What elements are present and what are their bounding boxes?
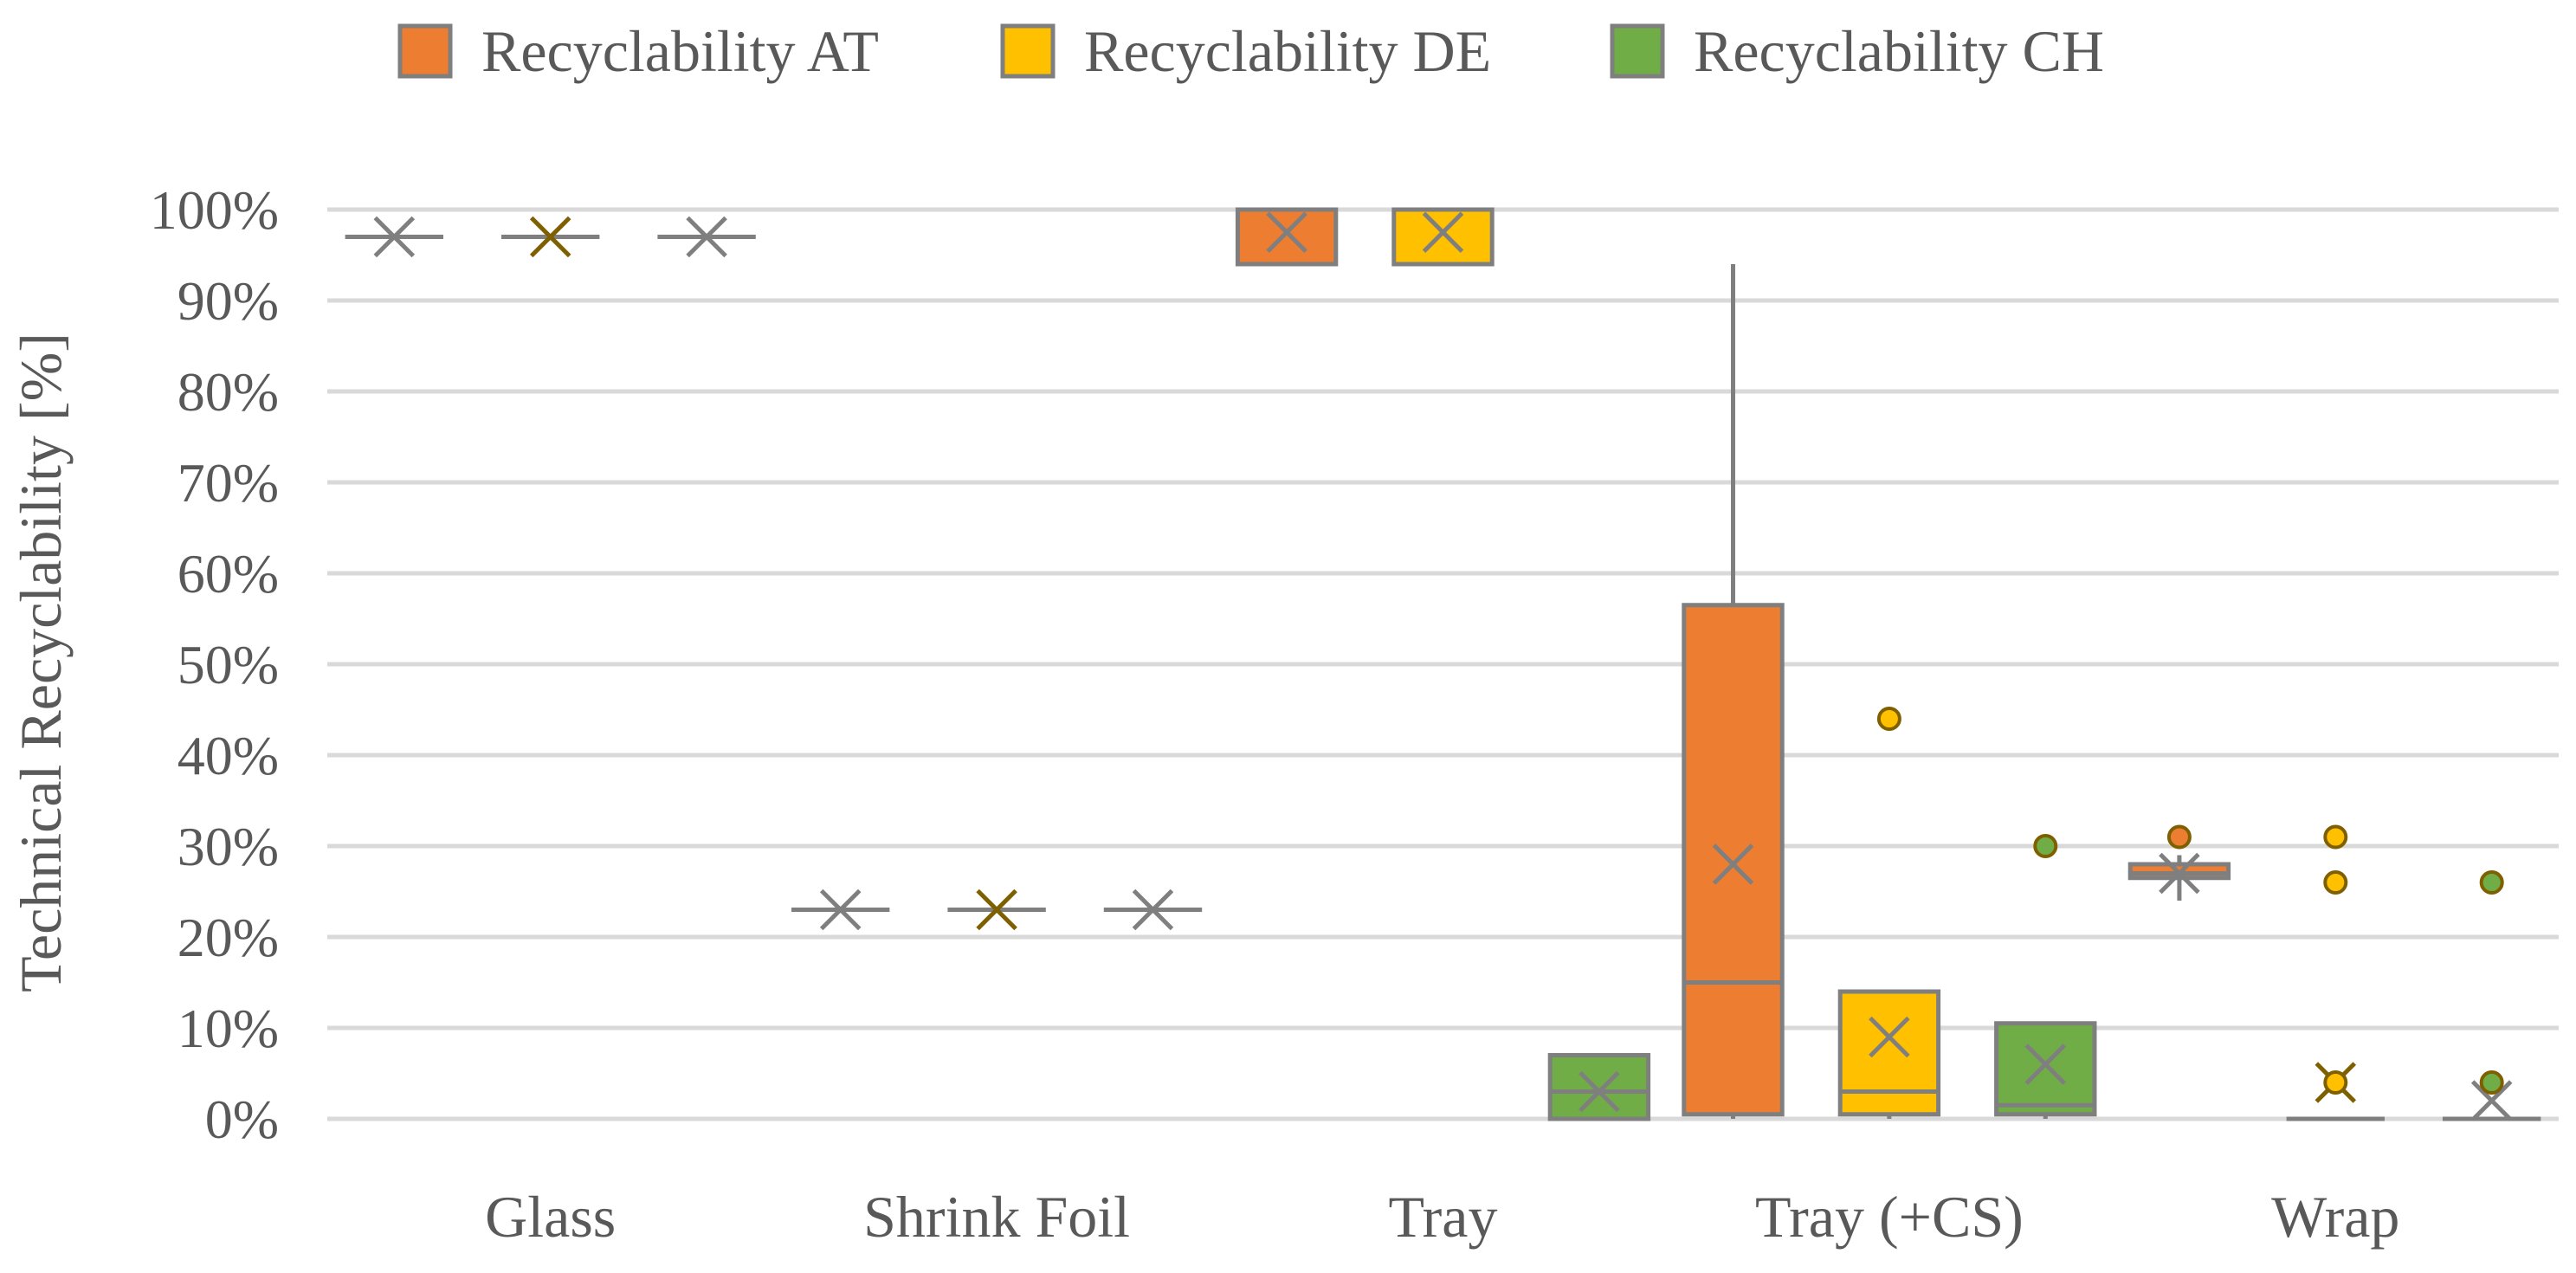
y-tick-label-60: 60% bbox=[178, 543, 279, 604]
legend-label-recyclability-at: Recyclability AT bbox=[481, 18, 879, 84]
y-tick-label-40: 40% bbox=[178, 725, 279, 786]
x-category-label-tray: Tray bbox=[1389, 1184, 1498, 1250]
outlier-point bbox=[1876, 707, 1901, 731]
outlier-point bbox=[2323, 870, 2348, 895]
box-recyclability-at-shrink-foil bbox=[791, 889, 890, 931]
box-recyclability-at-wrap bbox=[2127, 824, 2231, 901]
box-recyclability-de-shrink-foil bbox=[947, 889, 1046, 931]
y-axis-title: Technical Recyclability [%] bbox=[8, 333, 74, 992]
x-category-label-shrink-foil: Shrink Foil bbox=[863, 1184, 1130, 1250]
outlier-point bbox=[2323, 824, 2348, 850]
legend-swatch-recyclability-at bbox=[397, 23, 453, 79]
box-iqr bbox=[1235, 207, 1339, 267]
y-tick-label-20: 20% bbox=[178, 907, 279, 968]
box-recyclability-ch-glass bbox=[657, 216, 756, 258]
y-tick-label-0: 0% bbox=[205, 1089, 279, 1150]
outlier-point bbox=[2033, 834, 2058, 858]
legend-label-recyclability-de: Recyclability DE bbox=[1084, 18, 1491, 84]
mean-marker bbox=[1266, 211, 1307, 254]
mean-marker bbox=[529, 216, 571, 258]
outlier-point bbox=[2479, 870, 2504, 895]
y-tick-label-10: 10% bbox=[178, 998, 279, 1059]
box-recyclability-de-glass bbox=[501, 216, 600, 258]
x-category-label-glass: Glass bbox=[485, 1184, 616, 1250]
box-iqr bbox=[1682, 603, 1785, 1117]
y-tick-label-30: 30% bbox=[178, 816, 279, 877]
box-recyclability-de-tray bbox=[1391, 207, 1495, 267]
box-recyclability-ch-tray-cs bbox=[1994, 834, 2097, 1119]
y-tick-label-80: 80% bbox=[178, 361, 279, 423]
legend-swatch-recyclability-de bbox=[1000, 23, 1056, 79]
mean-marker bbox=[2470, 1080, 2513, 1121]
legend: Recyclability AT Recyclability DE Recyclab… bbox=[397, 18, 2104, 84]
outlier-point bbox=[2166, 824, 2192, 850]
mean-marker bbox=[373, 216, 416, 258]
box-recyclability-ch-shrink-foil bbox=[1103, 889, 1203, 931]
mean-marker bbox=[1422, 211, 1464, 254]
y-axis: 0% 10% 20% 30% 40% 50% 60% 70% 80% 90% 100% bbox=[150, 179, 279, 1150]
box-iqr bbox=[1837, 989, 1941, 1117]
y-tick-label-50: 50% bbox=[178, 634, 279, 695]
box-iqr bbox=[1994, 1021, 2097, 1117]
y-tick-label-70: 70% bbox=[178, 452, 279, 514]
box-recyclability-at-tray-cs bbox=[1682, 264, 1785, 1119]
outlier-point bbox=[2479, 1070, 2504, 1095]
box-recyclability-ch-wrap bbox=[2442, 870, 2541, 1121]
outlier-point bbox=[2323, 1070, 2348, 1095]
box-recyclability-ch-tray bbox=[1547, 1053, 1651, 1121]
box-recyclability-at-tray bbox=[1235, 207, 1339, 267]
x-axis: Glass Shrink Foil Tray Tray (+CS) Wrap bbox=[485, 1184, 2399, 1250]
mean-marker bbox=[819, 889, 862, 931]
x-category-label-wrap: Wrap bbox=[2271, 1184, 2399, 1250]
gridlines bbox=[327, 207, 2559, 1121]
mean-marker bbox=[686, 216, 727, 258]
box-recyclability-de-tray-cs bbox=[1837, 707, 1941, 1119]
mean-marker bbox=[1132, 889, 1174, 931]
mean-marker bbox=[2024, 1044, 2067, 1085]
legend-swatch-recyclability-ch bbox=[1610, 23, 1665, 79]
mean-marker bbox=[1579, 1070, 1620, 1113]
box-recyclability-at-glass bbox=[345, 216, 444, 258]
mean-marker bbox=[2159, 852, 2200, 895]
legend-label-recyclability-ch: Recyclability CH bbox=[1694, 18, 2104, 84]
y-tick-label-100: 100% bbox=[150, 179, 279, 241]
mean-marker bbox=[1712, 843, 1754, 885]
x-category-label-tray-cs: Tray (+CS) bbox=[1755, 1184, 2024, 1250]
mean-marker bbox=[1869, 1016, 1910, 1058]
box-iqr bbox=[1391, 207, 1495, 267]
box-recyclability-de-wrap bbox=[2286, 824, 2385, 1121]
y-tick-label-90: 90% bbox=[178, 270, 279, 332]
mean-marker bbox=[976, 889, 1017, 931]
plot-area bbox=[345, 207, 2541, 1121]
box-iqr bbox=[1547, 1053, 1651, 1121]
